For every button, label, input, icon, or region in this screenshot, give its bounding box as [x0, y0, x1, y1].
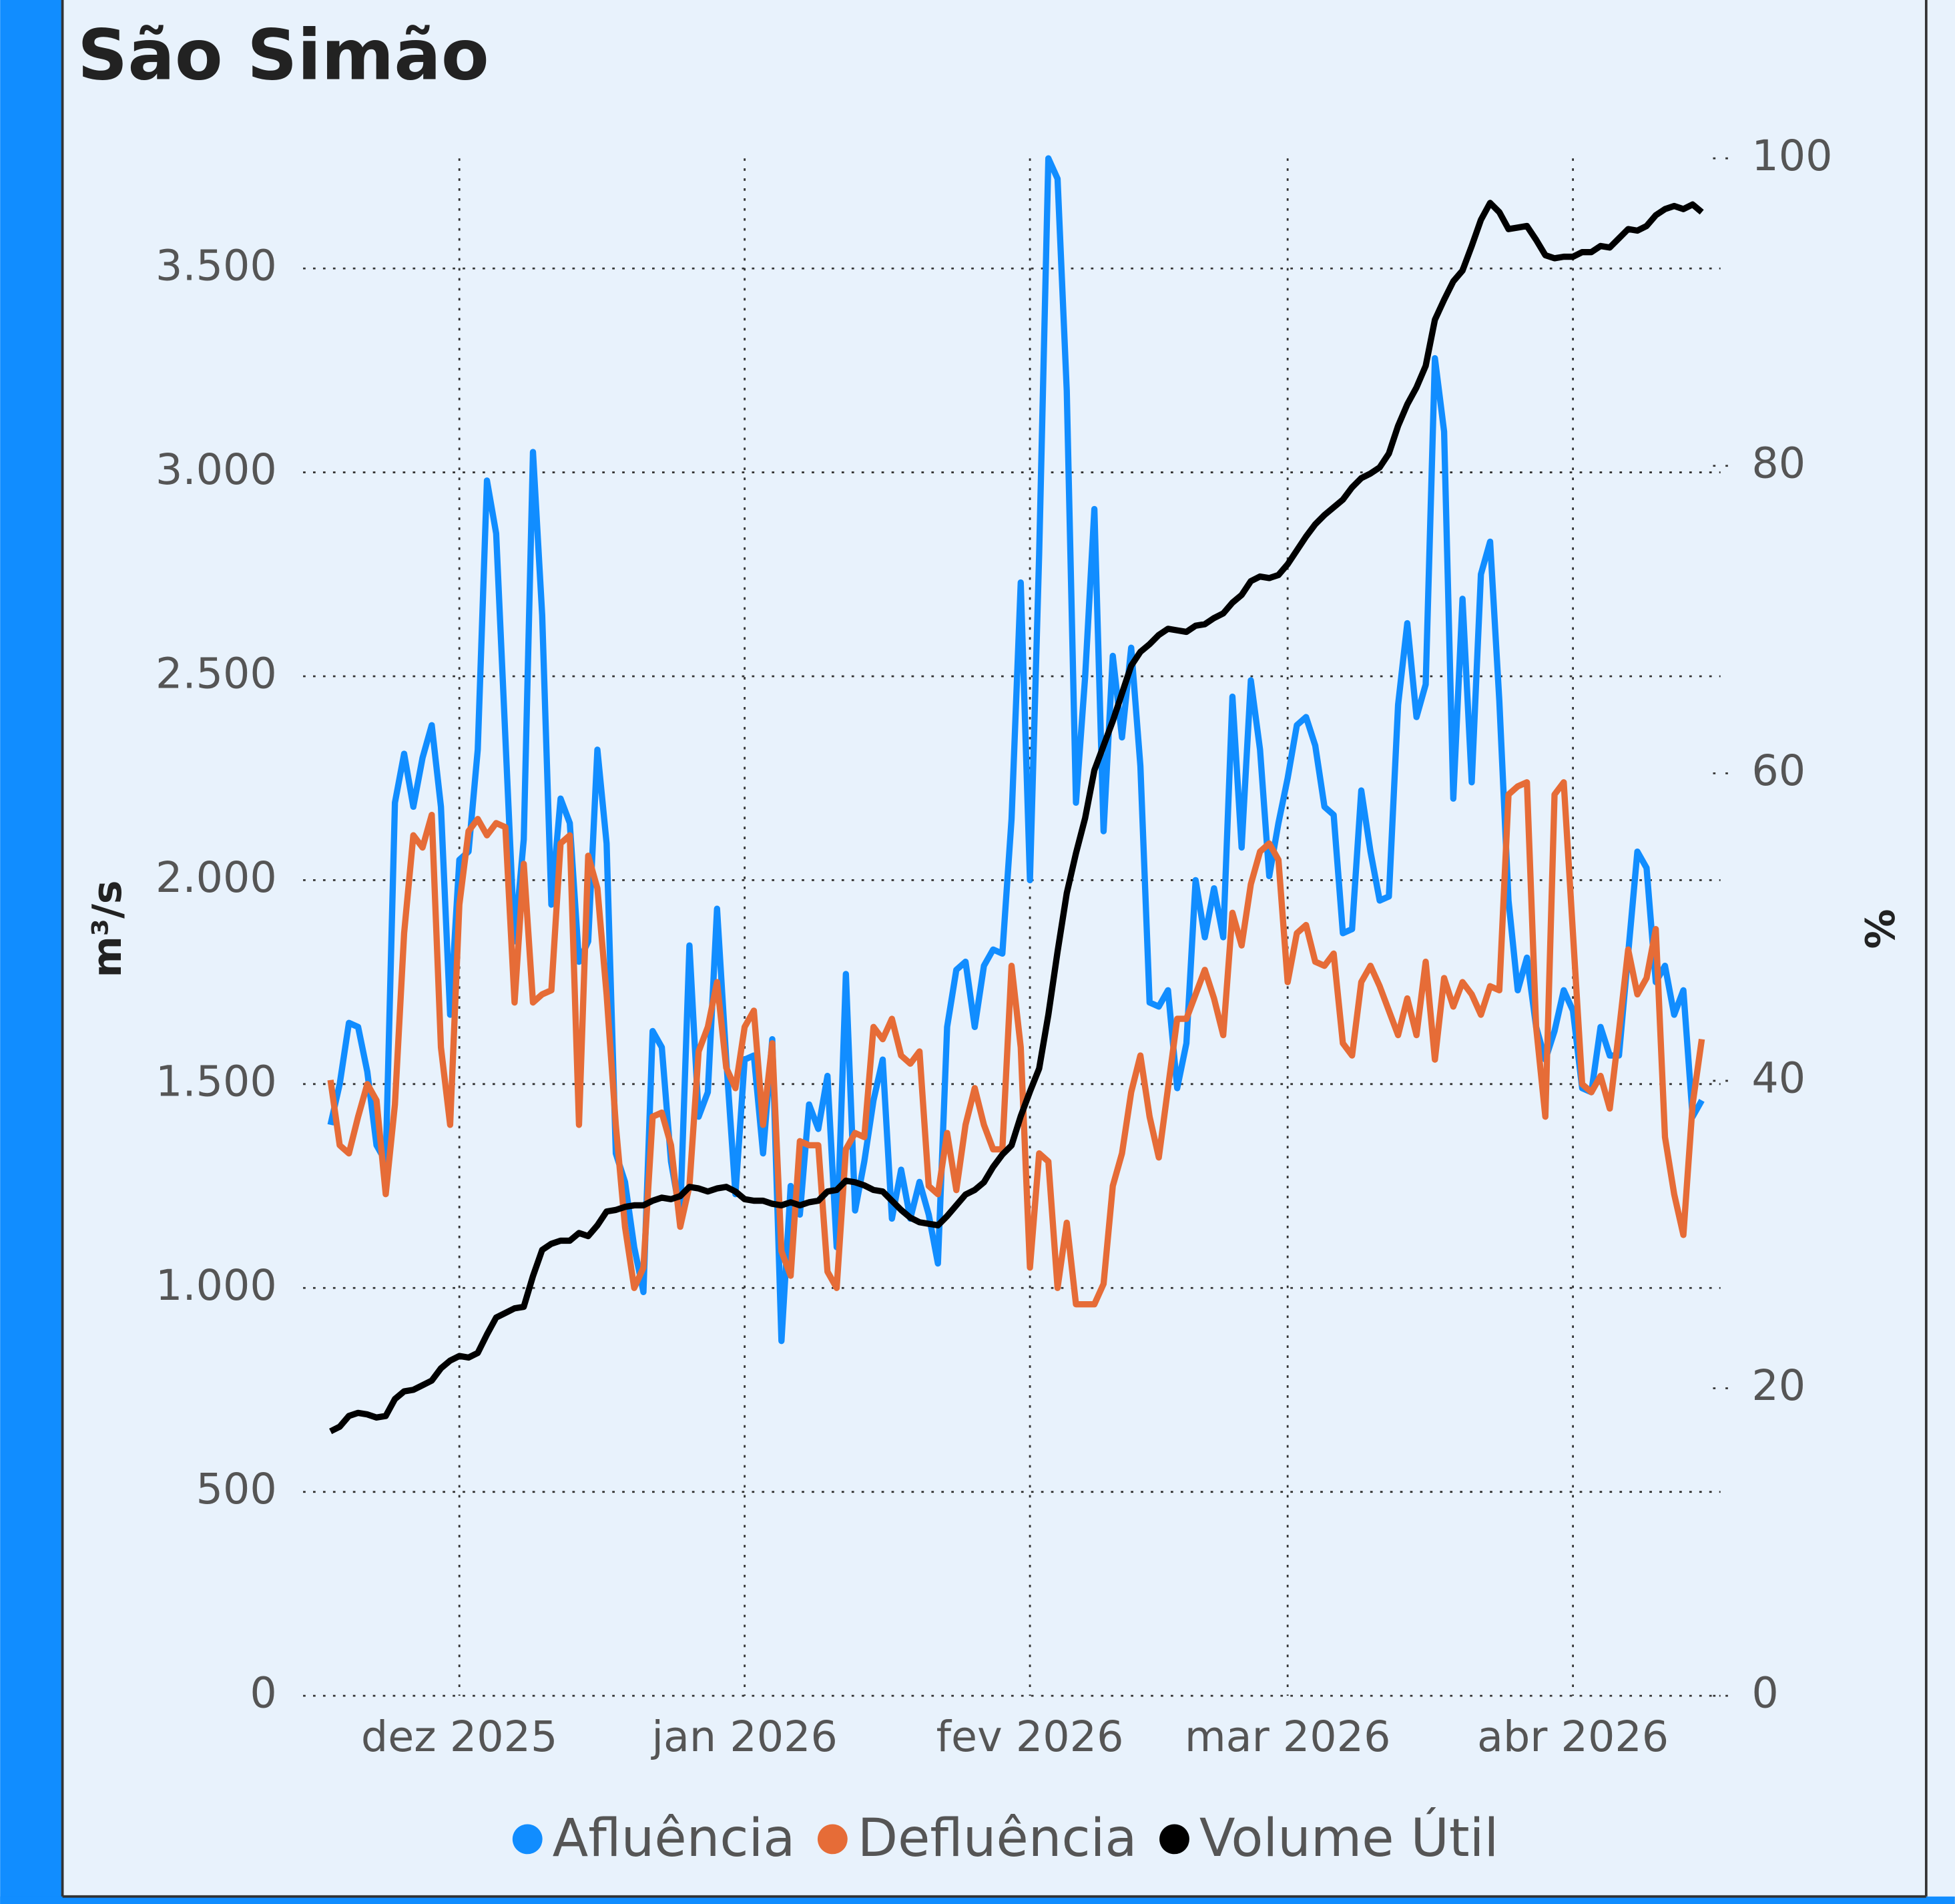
series-line [327, 155, 1705, 1345]
y-tick-label: 2.000 [156, 853, 277, 902]
y2-tick-label: 0 [1751, 1668, 1778, 1718]
y-tick-label: 3.000 [156, 445, 277, 494]
x-tick-label: fev 2026 [936, 1712, 1124, 1761]
y-axis-label: m³/s [85, 881, 131, 978]
series-line [327, 779, 1705, 1308]
y-tick-label: 3.500 [156, 241, 277, 290]
y-tick-label: 1.000 [156, 1260, 277, 1310]
grid: 0 500 1.000 1.500 2.000 2.500 3.000 3.500 0 20 40 6… [156, 131, 1833, 1761]
legend-marker [817, 1824, 848, 1855]
y-tick-label: 2.500 [156, 649, 277, 698]
y2-tick-label: 40 [1751, 1053, 1805, 1103]
legend-label: Afluência [553, 1808, 796, 1869]
y-tick-label: 0 [250, 1668, 276, 1718]
legend: Afluência Defluência Volume Útil [512, 1807, 1498, 1869]
legend-marker [512, 1824, 543, 1855]
series-line [329, 200, 1704, 1435]
x-tick-label: dez 2025 [361, 1712, 558, 1761]
y2-tick-label: 100 [1751, 131, 1832, 180]
y2-tick-label: 20 [1751, 1361, 1805, 1410]
y2-axis-label: % [1856, 909, 1902, 949]
frame-strip [0, 0, 63, 1904]
legend-marker [1159, 1824, 1189, 1855]
x-tick-label: jan 2026 [650, 1712, 838, 1761]
x-tick-label: abr 2026 [1477, 1712, 1669, 1761]
legend-label: Defluência [858, 1808, 1137, 1869]
x-tick-label: mar 2026 [1185, 1712, 1391, 1761]
y2-tick-label: 80 [1751, 438, 1805, 487]
chart-title: São Simão [77, 14, 489, 95]
plot [327, 155, 1705, 1435]
legend-label: Volume Útil [1199, 1807, 1498, 1869]
y2-tick-label: 60 [1751, 746, 1805, 795]
y-tick-label: 500 [196, 1464, 277, 1513]
y-tick-label: 1.500 [156, 1056, 277, 1106]
frame-strip [0, 1896, 1955, 1904]
